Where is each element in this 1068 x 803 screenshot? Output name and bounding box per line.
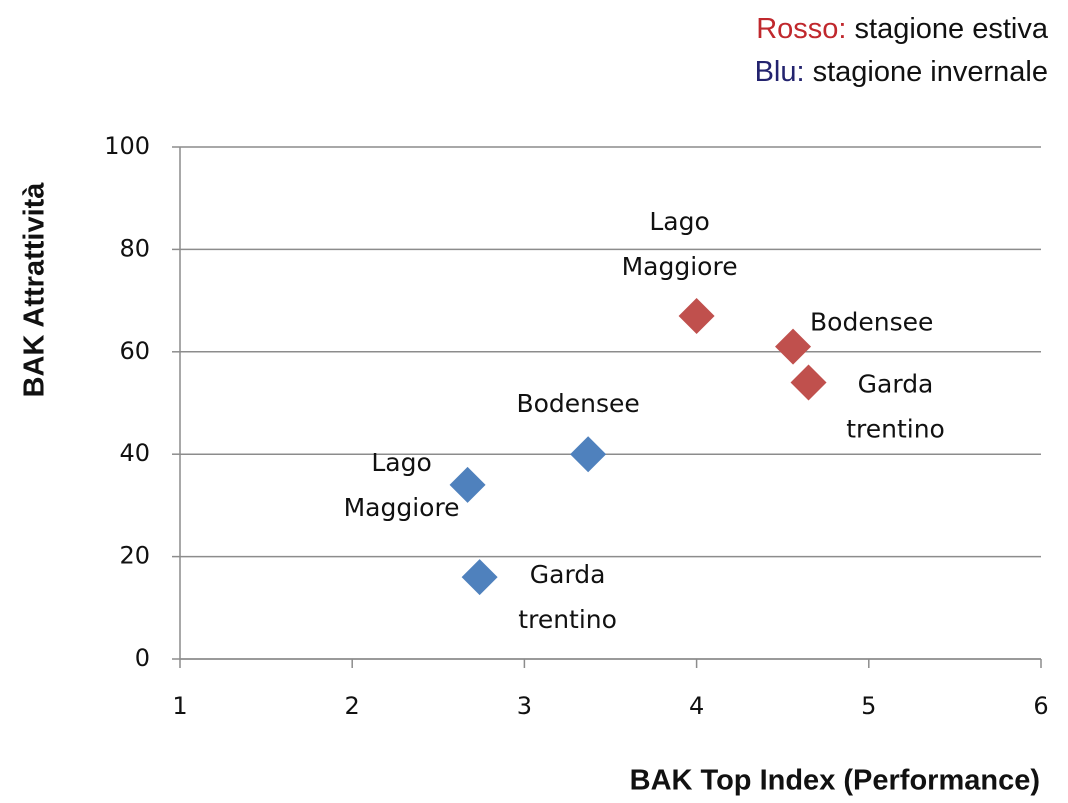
legend-label: stagione invernale: [813, 56, 1048, 88]
legend-key: Blu:: [755, 56, 805, 88]
y-tick-label: 0: [135, 644, 150, 672]
point: [775, 328, 812, 365]
y-tick-label: 20: [119, 542, 150, 570]
point-label: Garda: [530, 560, 606, 589]
point-label: trentino: [846, 415, 945, 444]
point: [570, 436, 607, 473]
point: [461, 559, 498, 596]
x-tick-label: 4: [689, 692, 704, 720]
y-axis-title: BAK Attrattività: [19, 182, 51, 398]
x-tick-label: 3: [517, 692, 532, 720]
point: [790, 364, 827, 401]
y-tick-label: 100: [104, 132, 150, 160]
x-tick-label: 2: [345, 692, 360, 720]
point-label: Maggiore: [344, 493, 460, 522]
legend-entry: Blu: stagione invernale: [755, 56, 1048, 88]
legend-label: stagione estiva: [855, 13, 1049, 45]
point-label: Bodensee: [810, 308, 933, 337]
point-label: Lago: [649, 207, 709, 236]
point-label: trentino: [518, 605, 617, 634]
point-label: Lago: [371, 448, 431, 477]
point-label: Garda: [858, 370, 934, 399]
legend-key: Rosso:: [756, 13, 846, 45]
x-tick-label: 5: [861, 692, 876, 720]
point-label: Maggiore: [622, 252, 738, 281]
y-tick-label: 40: [119, 439, 150, 467]
x-tick-label: 1: [172, 692, 187, 720]
point: [449, 466, 486, 503]
point-label: Bodensee: [516, 389, 639, 418]
x-tick-label: 6: [1033, 692, 1048, 720]
y-tick-label: 60: [119, 337, 150, 365]
point: [678, 297, 715, 334]
y-tick-label: 80: [119, 234, 150, 262]
legend-entry: Rosso: stagione estiva: [756, 13, 1049, 45]
x-axis-title: BAK Top Index (Performance): [630, 765, 1040, 797]
